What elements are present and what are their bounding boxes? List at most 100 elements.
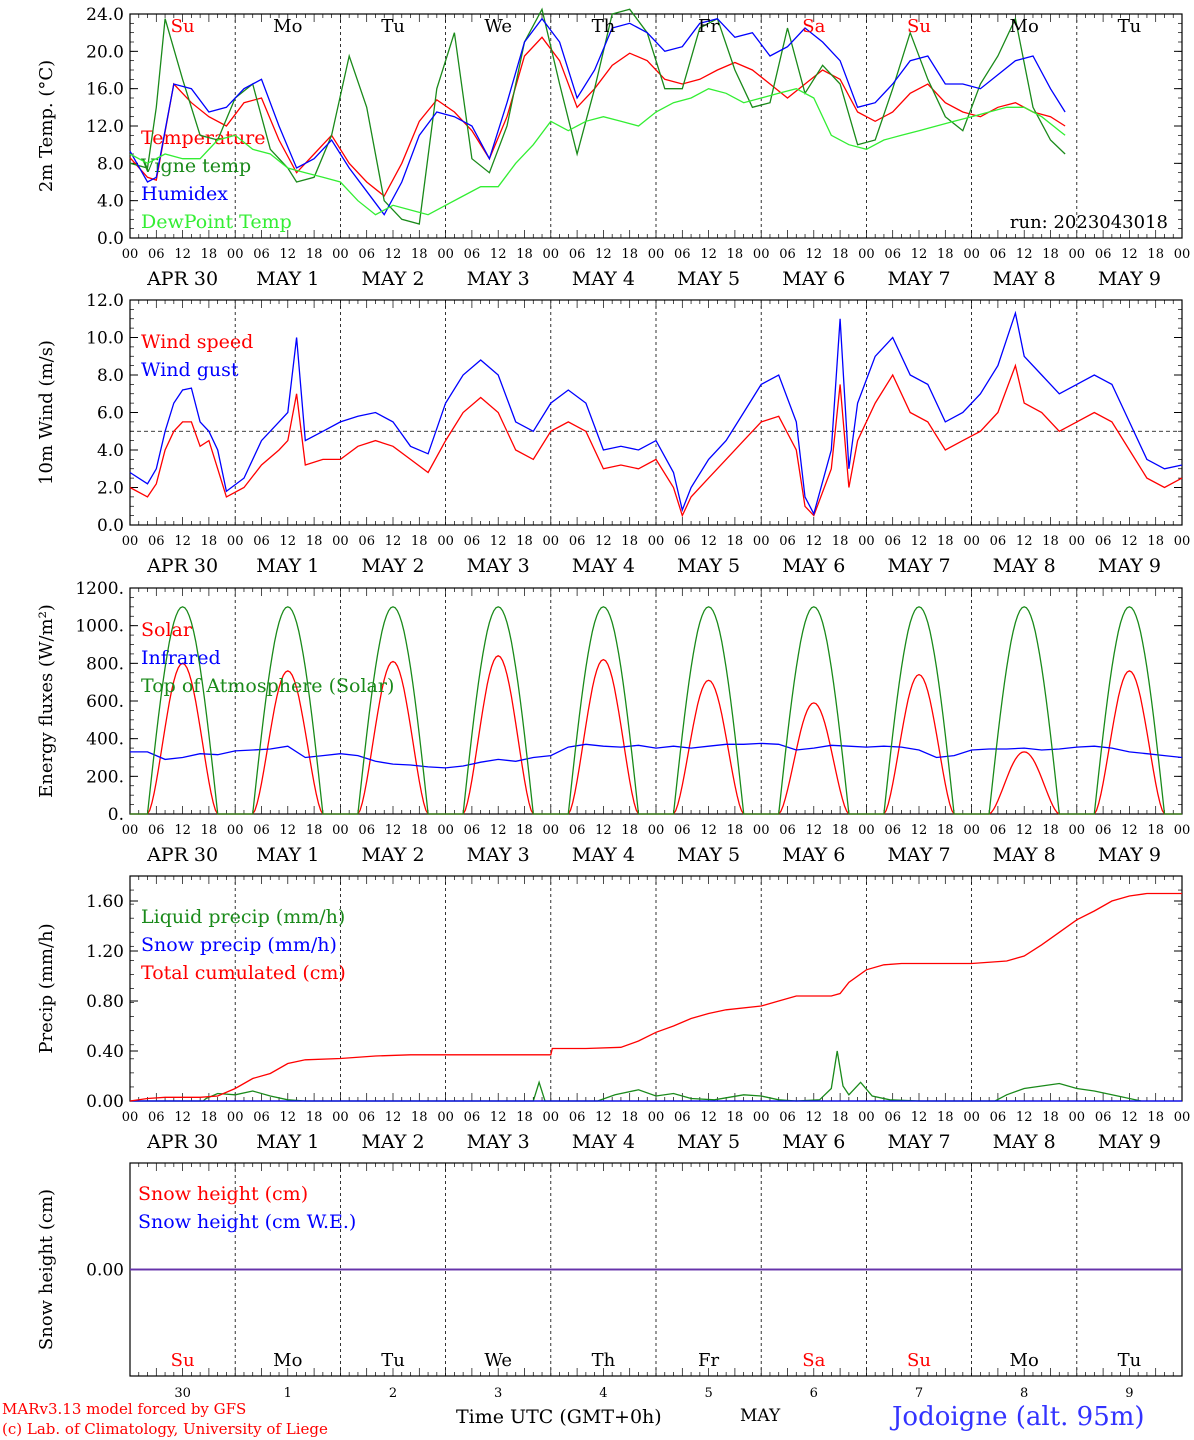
x-hour-label: 12 (700, 534, 717, 549)
x-hour-label: 12 (280, 534, 297, 549)
x-hour-label: 12 (1016, 247, 1033, 262)
legend-entry: Wind speed (141, 331, 253, 353)
x-hour-label: 06 (1095, 534, 1112, 549)
x-date-label: MAY 1 (256, 844, 319, 866)
series-line-liquid-precip-mm-h- (130, 1050, 1142, 1102)
station-name: Jodoigne (alt. 95m) (892, 1402, 1145, 1432)
y-tick-label: 0.80 (86, 992, 124, 1012)
y-tick-label: 0.0 (97, 516, 124, 536)
x-hour-label: 12 (700, 823, 717, 838)
day-number-label: 1 (284, 1386, 292, 1401)
x-hour-label: 06 (1095, 247, 1112, 262)
y-axis-title: 10m Wind (m/s) (36, 340, 57, 485)
panel-2: 0.0 2.0 4.0 6.0 8.0 10.0 12.0 10m Wind (m/s) Win… (36, 291, 1190, 577)
weekday-label: Mo (273, 16, 302, 37)
x-hour-label: 12 (385, 823, 402, 838)
x-date-label: MAY 5 (677, 1131, 740, 1153)
x-hour-label: 00 (122, 534, 139, 549)
x-date-label: MAY 5 (677, 555, 740, 577)
x-hour-label: 18 (1147, 534, 1164, 549)
weekday-label-bottom: Tu (381, 1350, 405, 1371)
x-hour-label: 06 (148, 823, 165, 838)
y-tick-label: 0. (108, 805, 124, 825)
x-hour-label: 06 (990, 247, 1007, 262)
x-hour-label: 18 (621, 1110, 638, 1125)
x-date-label: MAY 4 (572, 268, 635, 290)
series-line-wind-gust (129, 310, 1183, 516)
x-hour-label: 06 (253, 823, 270, 838)
x-date-label: MAY 4 (572, 1131, 635, 1153)
x-hour-label: 12 (595, 534, 612, 549)
x-hour-label: 18 (832, 1110, 849, 1125)
x-hour-label: 00 (648, 534, 665, 549)
legend-entry: Solar (141, 619, 193, 641)
x-hour-label: 12 (385, 534, 402, 549)
x-hour-label: 06 (1095, 1110, 1112, 1125)
x-hour-label: 06 (464, 247, 481, 262)
x-hour-label: 12 (1016, 1110, 1033, 1125)
day-number-label: 5 (704, 1386, 712, 1401)
series-line-top-of-atmosphere-solar- (130, 606, 1182, 815)
x-hour-label: 12 (911, 1110, 928, 1125)
x-hour-label: 12 (595, 247, 612, 262)
x-hour-label: 06 (569, 247, 586, 262)
legend-entry: Wind gust (141, 359, 239, 381)
x-date-label: MAY 2 (361, 1131, 424, 1153)
x-hour-label: 18 (1042, 247, 1059, 262)
x-hour-label: 06 (1095, 823, 1112, 838)
legend-entry: Humidex (141, 183, 228, 205)
x-date-label: MAY 9 (1098, 268, 1161, 290)
x-date-label: APR 30 (146, 268, 218, 290)
x-hour-label: 18 (516, 1110, 533, 1125)
day-number-label: 7 (915, 1386, 923, 1401)
series-line-total-cumulated-cm- (129, 892, 1182, 1102)
x-date-label: MAY 1 (256, 1131, 319, 1153)
legend-entry: Snow precip (mm/h) (141, 934, 337, 956)
x-hour-label: 00 (332, 247, 349, 262)
legend-entry: DewPoint Temp (141, 211, 292, 233)
x-hour-label: 18 (411, 1110, 428, 1125)
x-hour-label: 00 (1069, 534, 1086, 549)
x-hour-label: 00 (963, 247, 980, 262)
x-hour-label: 12 (1016, 534, 1033, 549)
x-hour-label: 18 (1042, 1110, 1059, 1125)
x-date-label: MAY 8 (993, 268, 1056, 290)
x-hour-label: 18 (306, 1110, 323, 1125)
x-hour-label: 18 (1042, 534, 1059, 549)
day-number-label: 2 (389, 1386, 397, 1401)
weekday-label-bottom: Fr (698, 1350, 719, 1371)
x-hour-label: 06 (674, 1110, 691, 1125)
x-date-label: MAY 6 (782, 844, 845, 866)
x-hour-label: 18 (1147, 1110, 1164, 1125)
x-hour-label: 12 (280, 1110, 297, 1125)
x-hour-label: 06 (884, 247, 901, 262)
x-hour-label: 00 (648, 823, 665, 838)
x-hour-label: 18 (201, 823, 218, 838)
x-date-label: MAY 2 (361, 844, 424, 866)
y-tick-label: 4.0 (97, 441, 124, 461)
y-tick-label: 1.60 (86, 892, 124, 912)
x-date-label: MAY 2 (361, 268, 424, 290)
x-hour-label: 12 (911, 823, 928, 838)
x-hour-label: 18 (621, 534, 638, 549)
x-date-label: MAY 8 (993, 555, 1056, 577)
copyright-line: (c) Lab. of Climatology, University of L… (2, 1420, 328, 1438)
x-hour-label: 18 (832, 823, 849, 838)
legend-entry: Top of Atmosphere (Solar) (141, 675, 394, 697)
weekday-label: Fr (698, 16, 719, 37)
x-hour-label: 12 (280, 247, 297, 262)
x-date-label: MAY 9 (1098, 1131, 1161, 1153)
x-hour-label: 12 (806, 534, 823, 549)
x-hour-label: 12 (1121, 247, 1138, 262)
panel-5: 0.00 Snow height (cm) Snow height (cm) Snow… (36, 1162, 1183, 1377)
y-tick-label: 1000. (75, 617, 124, 637)
x-hour-label: 06 (990, 534, 1007, 549)
y-tick-label: 12.0 (86, 117, 124, 137)
x-hour-label: 00 (227, 534, 244, 549)
x-hour-label: 12 (700, 247, 717, 262)
x-hour-label: 12 (174, 823, 191, 838)
series-line-humidex (129, 17, 1066, 216)
x-hour-label: 06 (674, 534, 691, 549)
y-tick-label: 1.20 (86, 942, 124, 962)
x-hour-label: 00 (332, 534, 349, 549)
